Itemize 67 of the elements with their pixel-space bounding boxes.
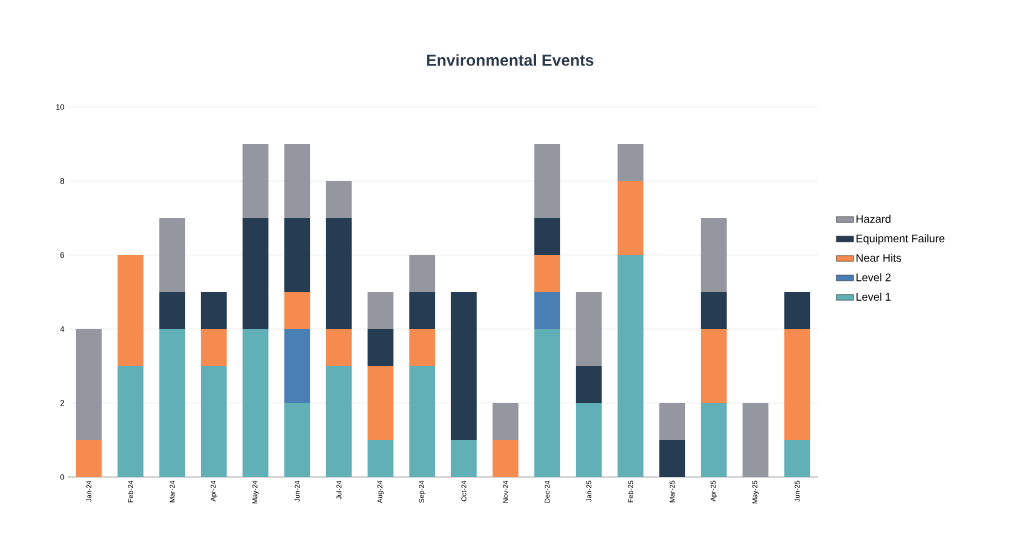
bar [325,329,352,366]
bar [200,366,227,477]
legend-label: Level 1 [856,292,891,301]
bar [492,403,519,440]
bar [534,144,561,218]
bar [325,366,352,477]
bar [367,366,394,440]
bar [659,403,686,440]
bar [242,218,269,329]
y-tick-label: 0 [60,474,65,480]
bar [200,292,227,329]
bar [534,255,561,292]
bar [534,329,561,477]
y-tick-label: 6 [60,252,65,258]
chart-title: Environmental Events [427,54,594,66]
bar [117,255,144,366]
bar [242,329,269,477]
bar [325,181,352,218]
bar [742,403,769,477]
bar [75,329,102,440]
bar [700,329,727,403]
bar [784,292,811,329]
bar [492,440,519,477]
legend-label: Equipment Failure [856,234,945,245]
bar [159,218,186,292]
bar [284,329,311,403]
bar [159,292,186,329]
bar [534,218,561,255]
bar [242,144,269,218]
bar [450,440,477,477]
bar [700,218,727,292]
y-tick-label: 4 [60,326,65,332]
bar [409,329,436,366]
bar [367,440,394,477]
bar [284,144,311,218]
bar [575,366,602,403]
bar [450,292,477,440]
bar [534,292,561,329]
y-tick-label: 8 [60,178,65,184]
bar [784,329,811,440]
bar [325,218,352,329]
bar [409,292,436,329]
bar [117,366,144,477]
bar [575,292,602,366]
bar [200,329,227,366]
bar [284,403,311,477]
bar [617,144,644,181]
bar [367,292,394,329]
bar [409,255,436,292]
bar [409,366,436,477]
bar [284,218,311,292]
bar [367,329,394,366]
bar [700,292,727,329]
bar [617,181,644,255]
legend-label: Hazard [856,214,891,223]
y-tick-label: 10 [56,104,65,110]
legend-label: Near Hits [856,253,902,262]
bar [700,403,727,477]
bar [659,440,686,477]
bar [75,440,102,477]
bar [617,255,644,477]
y-tick-label: 2 [60,400,65,406]
legend-label: Level 2 [856,273,891,282]
bar [575,403,602,477]
bar [159,329,186,477]
bar [784,440,811,477]
bar [284,292,311,329]
